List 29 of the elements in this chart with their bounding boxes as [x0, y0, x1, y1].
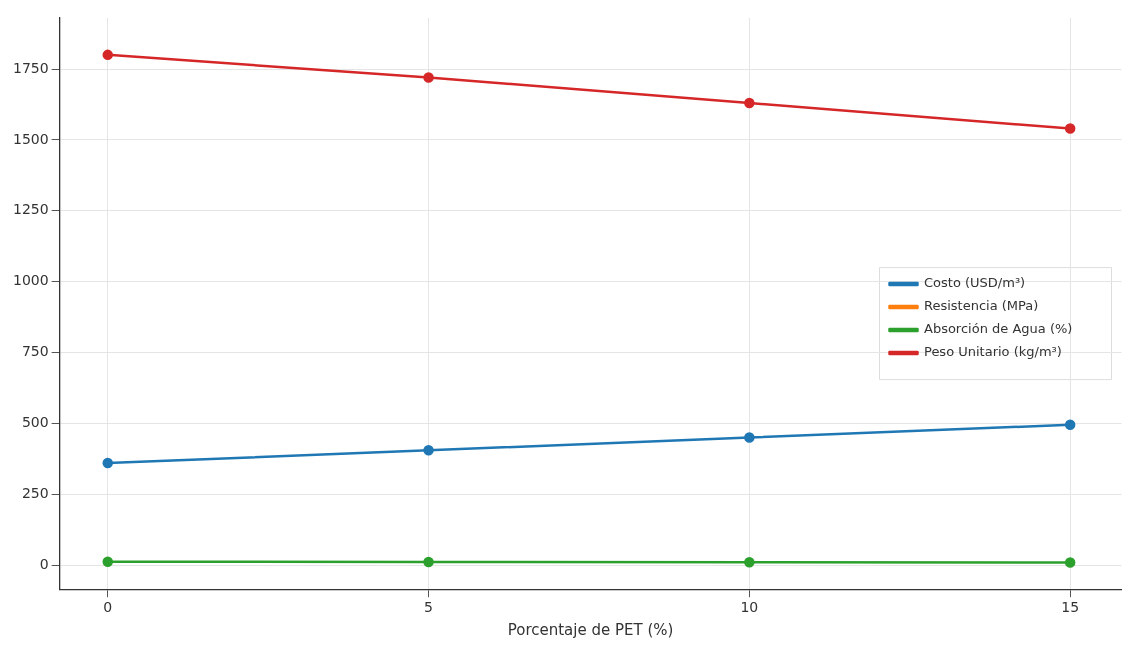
point	[1064, 557, 1076, 568]
x-tick-label: 15	[1061, 599, 1080, 616]
point	[102, 49, 113, 61]
x-tick-label: 10	[740, 599, 759, 616]
y-tick-label: 1750	[12, 59, 49, 76]
legend-label: Resistencia (MPa)	[924, 298, 1039, 314]
y-tick-label: 1000	[12, 272, 49, 289]
point	[423, 556, 434, 568]
x-tick-label: 5	[424, 599, 434, 616]
x-axis-title: Porcentaje de PET (%)	[507, 620, 674, 639]
point	[744, 557, 755, 568]
point	[423, 72, 434, 83]
y-tick-label: 250	[21, 484, 49, 501]
y-tick-label: 500	[21, 414, 49, 431]
y-tick-label: 750	[21, 343, 49, 360]
y-tick-label: 1250	[12, 201, 49, 218]
legend-label: Absorción de Agua (%)	[924, 321, 1073, 337]
y-tick-label: 0	[39, 555, 49, 572]
legend-label: Peso Unitario (kg/m³)	[924, 344, 1062, 360]
point	[744, 97, 755, 109]
point	[744, 432, 755, 443]
y-tick-label: 1500	[12, 130, 49, 147]
legend-label: Costo (USD/m³)	[924, 275, 1026, 291]
point	[423, 445, 434, 456]
x-tick-label: 0	[103, 599, 113, 616]
point	[1064, 123, 1076, 134]
point	[1064, 419, 1076, 431]
point	[102, 556, 113, 567]
point	[102, 457, 113, 469]
